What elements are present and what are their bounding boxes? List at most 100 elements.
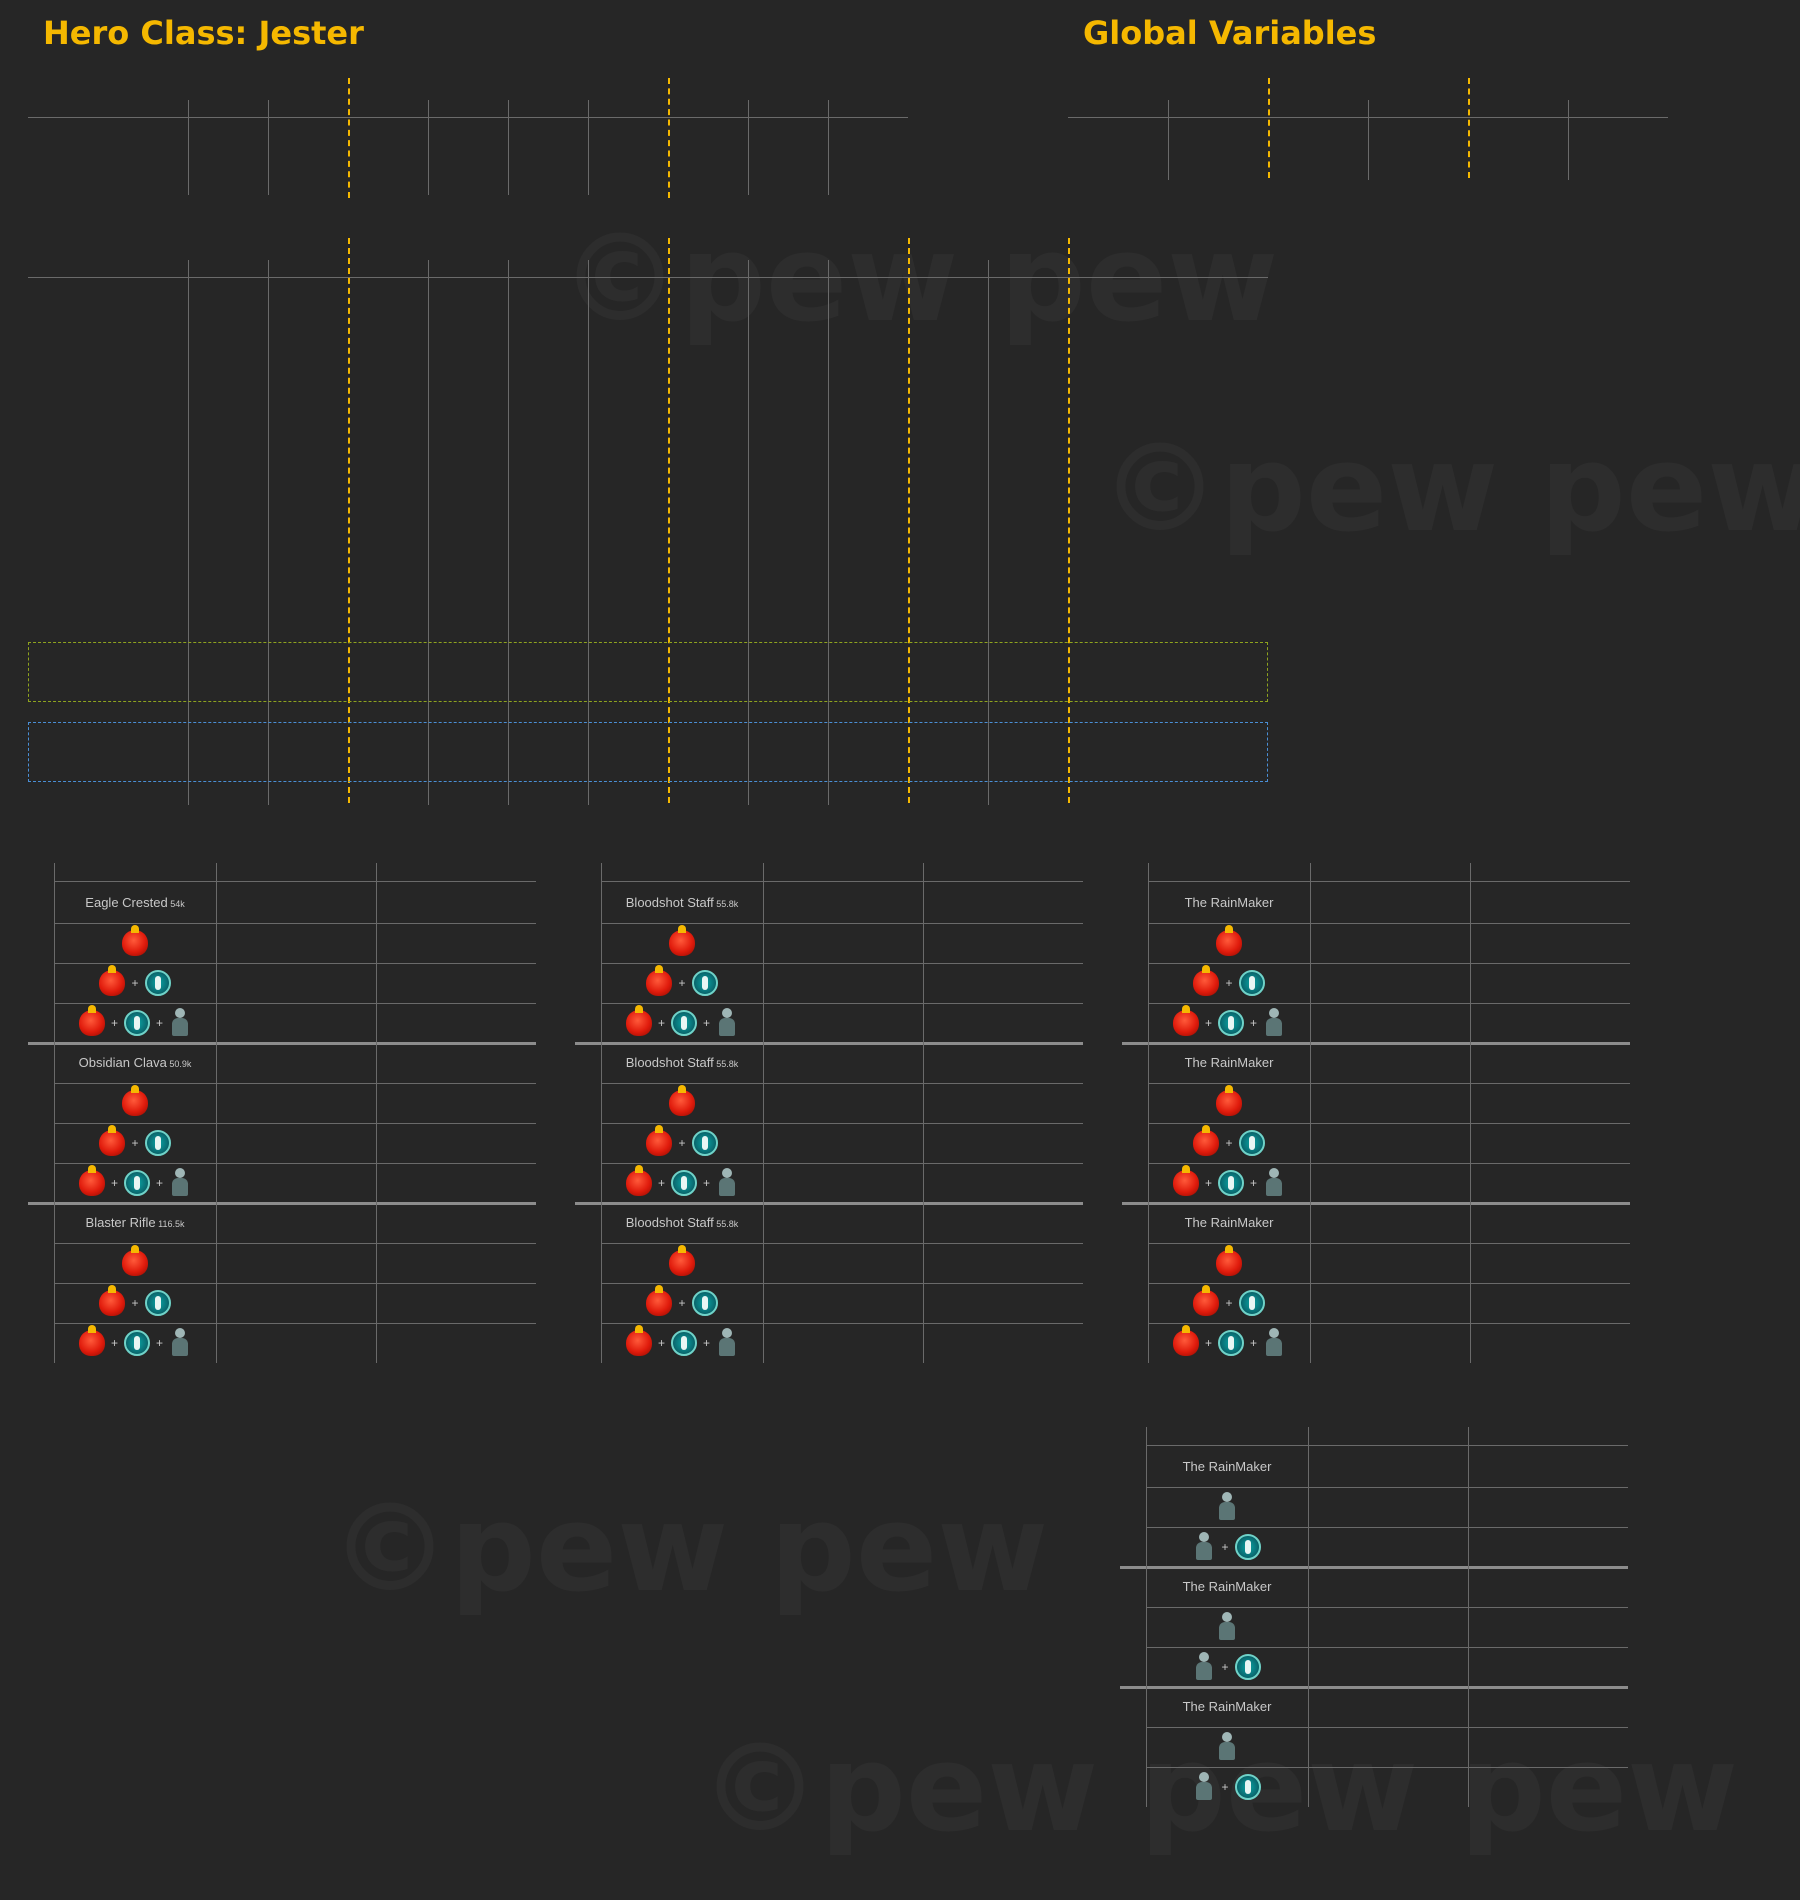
plus-sign: +	[1225, 976, 1233, 990]
combined-row-rule	[1146, 1767, 1628, 1768]
monk-hero-boost-icon	[716, 1168, 738, 1198]
combined-weapon-label: Bloodshot Staff	[625, 1055, 714, 1070]
combined-weapon-name: Bloodshot Staff 55.8k	[601, 1055, 763, 1070]
monk-tower-boost-icon	[144, 1290, 171, 1316]
bonus-combination: +	[601, 1123, 763, 1163]
combined-col-rule	[1146, 1427, 1147, 1807]
bonus-combination: +	[54, 963, 216, 1003]
pet-col-rule	[508, 100, 509, 195]
plus-sign: +	[156, 1016, 164, 1030]
weapon-group-divider	[1068, 238, 1070, 803]
plus-sign: +	[156, 1336, 164, 1350]
monk-hero-boost-icon	[1263, 1328, 1285, 1358]
weapon-col-rule	[988, 260, 989, 805]
combined-weapon-name: The RainMaker	[1148, 895, 1310, 910]
combined-weapon-name: Bloodshot Staff 55.8k	[601, 1215, 763, 1230]
monk-hero-boost-icon	[1193, 1532, 1215, 1562]
combined-row-rule	[54, 1243, 536, 1244]
weapon-group-divider	[348, 238, 350, 803]
monk-hero-boost-icon	[1263, 1168, 1285, 1198]
combined-col-rule	[1470, 863, 1471, 1363]
pet-col-rule	[828, 100, 829, 195]
bonus-combination	[54, 1083, 216, 1123]
combined-row-rule	[54, 1003, 536, 1004]
weapon-col-rule	[508, 260, 509, 805]
bonus-combination: + +	[54, 1163, 216, 1203]
bonus-combination: + +	[601, 1163, 763, 1203]
weapon-header-rule	[28, 277, 1268, 278]
combined-row-rule	[54, 1083, 536, 1084]
combined-weapon-label: The RainMaker	[1184, 1215, 1274, 1230]
bonus-combination: + +	[1148, 1163, 1310, 1203]
combined-section-rule	[575, 1042, 1083, 1045]
global-col-rule	[1368, 100, 1369, 180]
plus-sign: +	[657, 1336, 665, 1350]
pet-col-rule	[188, 100, 189, 195]
bonus-combination	[601, 1243, 763, 1283]
weapon-base-damage: 55.8k	[713, 1219, 739, 1229]
plus-sign: +	[703, 1176, 711, 1190]
bonus-combination	[601, 923, 763, 963]
plus-sign: +	[1250, 1176, 1258, 1190]
combined-col-rule	[1310, 863, 1311, 1363]
bonus-combination: +	[601, 963, 763, 1003]
combined-row-rule	[601, 1123, 1083, 1124]
mega-chicken-icon	[646, 1125, 673, 1156]
mega-chicken-icon	[122, 1085, 148, 1116]
combined-col-rule	[923, 863, 924, 1363]
combined-row-rule	[54, 1323, 536, 1324]
combined-row-rule	[54, 923, 536, 924]
combined-col-rule	[763, 863, 764, 1363]
monk-tower-boost-icon	[144, 1130, 171, 1156]
hero-title: Hero Class: Jester	[43, 14, 364, 52]
mega-chicken-icon	[122, 925, 148, 956]
plus-sign: +	[678, 976, 686, 990]
weapon-col-rule	[268, 260, 269, 805]
combined-header-rule	[1148, 881, 1630, 882]
mega-chicken-icon	[78, 1325, 105, 1356]
combined-row-rule	[1146, 1487, 1628, 1488]
plus-sign: +	[1250, 1336, 1258, 1350]
monk-tower-boost-icon	[671, 1170, 697, 1196]
weapon-col-rule	[828, 260, 829, 805]
combined-row-rule	[1146, 1527, 1628, 1528]
weapon-col-rule	[428, 260, 429, 805]
combined-weapon-label: The RainMaker	[1182, 1699, 1272, 1714]
bonus-combination	[54, 1243, 216, 1283]
monk-tower-boost-icon	[1234, 1774, 1261, 1800]
mega-chicken-icon	[669, 1085, 695, 1116]
plus-sign: +	[1225, 1136, 1233, 1150]
combined-header-rule	[54, 881, 536, 882]
combined-col-rule	[376, 863, 377, 1363]
combined-row-rule	[1146, 1607, 1628, 1608]
global-group-divider	[1468, 78, 1470, 178]
elemental-group-box	[28, 642, 1268, 702]
monk-tower-boost-icon	[1218, 1010, 1244, 1036]
bonus-combination: +	[54, 1123, 216, 1163]
combined-row-rule	[601, 1163, 1083, 1164]
combined-row-rule	[601, 923, 1083, 924]
plus-sign: +	[703, 1016, 711, 1030]
combined-weapon-label: Bloodshot Staff	[625, 895, 714, 910]
pet-group-divider	[668, 78, 670, 198]
mega-chicken-icon	[99, 965, 126, 996]
combined-weapon-name: The RainMaker	[1146, 1459, 1308, 1474]
monk-tower-boost-icon	[691, 970, 718, 996]
mega-chicken-icon	[625, 1165, 652, 1196]
monk-hero-boost-icon	[716, 1328, 738, 1358]
event-item-group-box	[28, 722, 1268, 782]
combined-row-rule	[601, 1283, 1083, 1284]
pet-group-divider	[348, 78, 350, 198]
combined-col-rule	[54, 863, 55, 1363]
global-group-divider	[1268, 78, 1270, 178]
mega-chicken-icon	[1193, 1125, 1220, 1156]
monk-tower-boost-icon	[124, 1170, 150, 1196]
monk-hero-boost-icon	[169, 1008, 191, 1038]
mega-chicken-icon	[646, 965, 673, 996]
monk-tower-boost-icon	[1238, 1130, 1265, 1156]
combined-row-rule	[601, 1083, 1083, 1084]
combined-weapon-name: The RainMaker	[1148, 1215, 1310, 1230]
mega-chicken-icon	[1216, 925, 1242, 956]
weapon-col-rule	[748, 260, 749, 805]
bonus-combination	[1148, 1243, 1310, 1283]
